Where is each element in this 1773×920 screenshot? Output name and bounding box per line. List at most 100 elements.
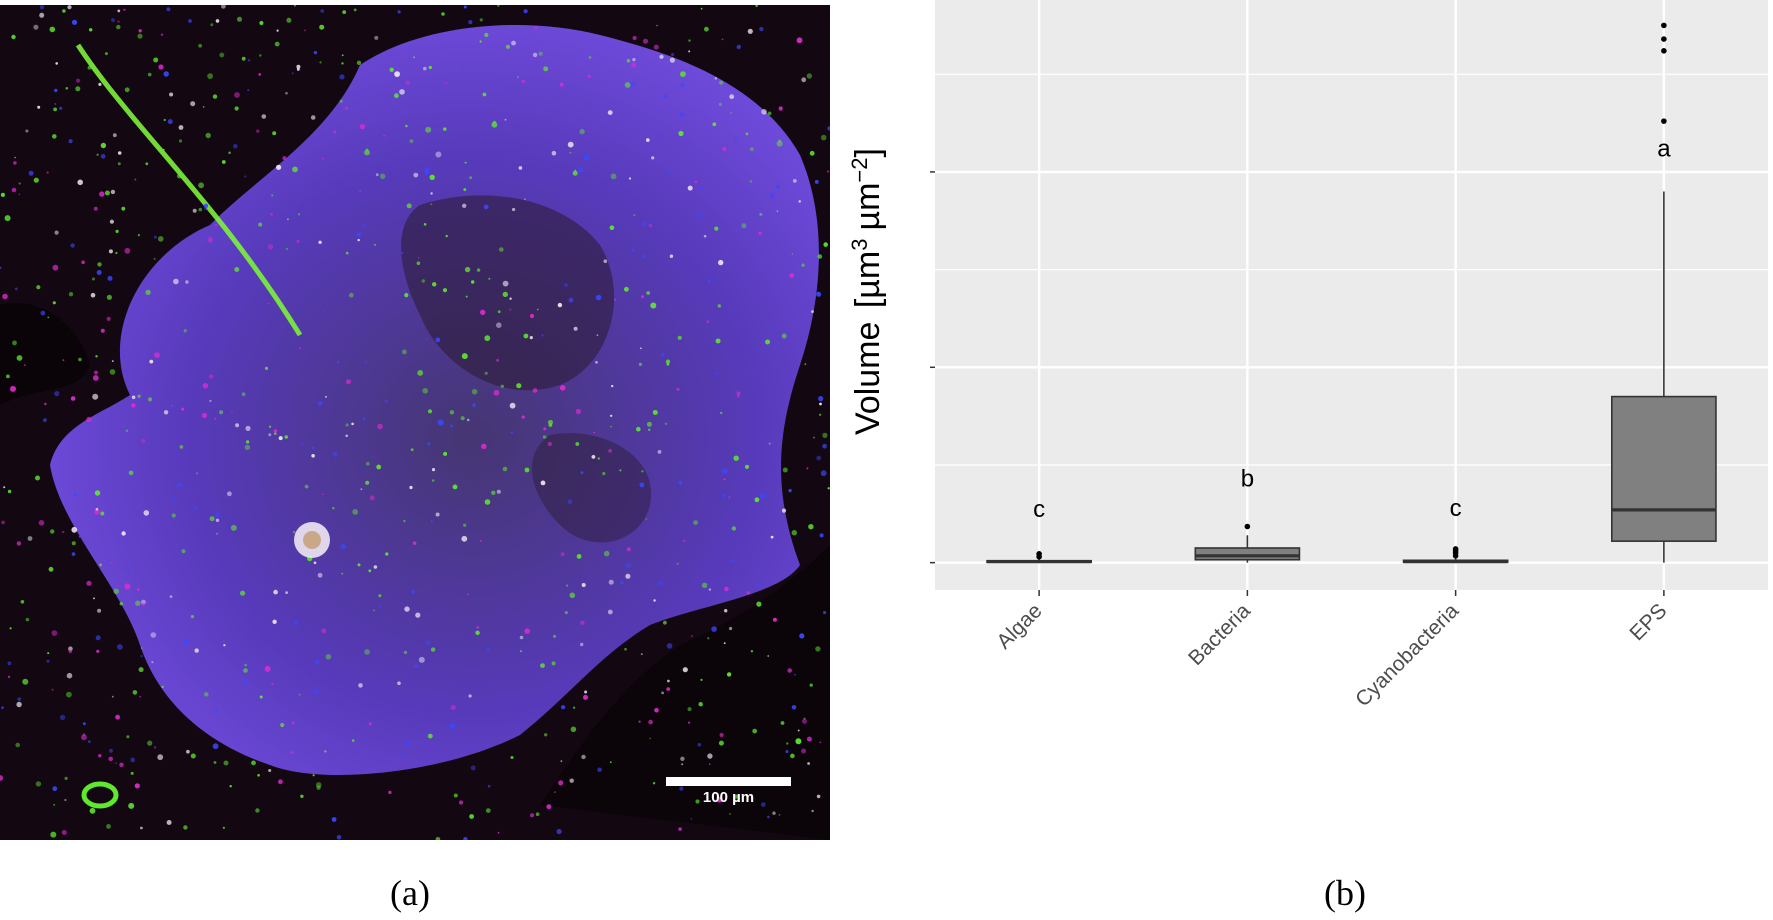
speckle	[219, 52, 225, 58]
speckle	[698, 213, 703, 218]
speckle	[16, 355, 23, 361]
speckle	[10, 385, 16, 392]
speckle	[772, 617, 777, 622]
speckle	[68, 139, 73, 144]
y-tick-label: 20	[930, 151, 935, 184]
speckle	[115, 714, 120, 720]
speckle	[463, 523, 467, 527]
speckle	[583, 694, 588, 700]
speckle	[286, 17, 292, 23]
speckle	[297, 213, 301, 216]
speckle	[157, 754, 164, 761]
speckle	[55, 62, 58, 65]
speckle	[333, 130, 337, 134]
speckle	[106, 824, 111, 829]
speckle	[190, 615, 194, 619]
speckle	[822, 432, 828, 438]
speckle	[202, 383, 209, 389]
speckle	[430, 203, 433, 206]
speckle	[580, 642, 584, 647]
speckle	[792, 179, 797, 183]
speckle	[653, 599, 656, 602]
speckle	[421, 279, 425, 283]
outlier-point	[1452, 546, 1459, 552]
speckle	[178, 139, 183, 143]
speckle	[609, 225, 615, 230]
speckle	[541, 334, 544, 337]
speckle	[137, 394, 141, 398]
speckle	[213, 761, 217, 764]
speckle	[38, 520, 45, 526]
speckle	[648, 719, 653, 725]
speckle	[569, 151, 572, 154]
speckle	[529, 313, 535, 319]
speckle	[100, 328, 105, 333]
speckle	[92, 393, 99, 400]
speckle	[778, 106, 783, 111]
speckle	[59, 106, 63, 110]
speckle	[245, 425, 251, 431]
speckle	[258, 222, 263, 227]
speckle	[409, 139, 414, 143]
speckle	[557, 302, 563, 308]
speckle	[12, 340, 17, 346]
speckle	[808, 524, 814, 530]
speckle	[134, 178, 137, 181]
speckle	[210, 23, 214, 27]
speckle	[207, 73, 214, 79]
speckle	[468, 20, 473, 25]
speckle	[47, 652, 50, 655]
speckle	[178, 125, 184, 130]
speckle	[51, 630, 58, 636]
speckle	[469, 176, 473, 180]
speckle	[364, 361, 367, 364]
speckle	[650, 302, 657, 309]
speckle	[111, 18, 115, 23]
x-tick-label: Bacteria	[1184, 599, 1255, 670]
speckle	[111, 360, 114, 362]
speckle	[806, 467, 809, 470]
speckle	[93, 597, 95, 600]
speckle	[641, 470, 644, 473]
speckle	[583, 154, 590, 161]
scale-bar-label: 100 µm	[702, 789, 755, 806]
speckle	[96, 270, 102, 275]
speckle	[731, 559, 735, 563]
speckle	[816, 291, 822, 297]
outlier-point	[1661, 22, 1667, 29]
speckle	[268, 433, 272, 437]
speckle	[292, 166, 298, 173]
speckle	[482, 92, 487, 97]
speckle	[530, 813, 535, 818]
speckle	[733, 794, 739, 799]
speckle	[389, 67, 394, 72]
speckle	[145, 162, 149, 166]
speckle	[368, 722, 372, 726]
speckle	[139, 695, 141, 698]
speckle	[730, 112, 732, 114]
speckle	[532, 52, 538, 58]
speckle	[117, 162, 121, 166]
y-axis-title-text: Volume [µm3µm−2]	[847, 150, 887, 435]
speckle	[551, 150, 557, 156]
speckle	[540, 663, 545, 668]
speckle	[781, 508, 787, 513]
speckle	[71, 19, 78, 25]
speckle	[521, 415, 525, 419]
speckle	[215, 518, 220, 522]
speckle	[729, 94, 735, 100]
speckle	[96, 649, 100, 653]
speckle	[682, 539, 686, 543]
speckle	[462, 203, 467, 208]
speckle	[99, 191, 105, 197]
speckle	[718, 740, 724, 746]
speckle	[220, 230, 223, 234]
speckle	[185, 280, 189, 284]
speckle	[332, 507, 335, 510]
speckle	[11, 187, 17, 193]
speckle	[267, 302, 270, 305]
speckle	[78, 536, 81, 538]
speckle	[95, 507, 99, 511]
speckle	[665, 359, 671, 364]
speckle	[267, 244, 274, 250]
